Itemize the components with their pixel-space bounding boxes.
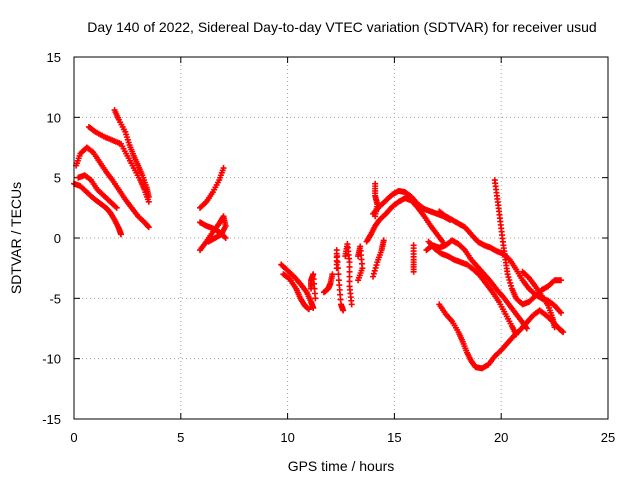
y-tick-label: -5	[49, 291, 61, 306]
grid	[74, 57, 608, 419]
series-arc12	[320, 271, 336, 296]
data-point-marker	[551, 324, 558, 331]
series-arc8	[197, 219, 229, 241]
y-tick-label: 10	[47, 110, 61, 125]
data-point-marker	[558, 309, 565, 316]
data-point-marker	[348, 301, 355, 308]
series-arc20	[410, 242, 417, 275]
data-point-marker	[144, 223, 151, 230]
data-point-marker	[312, 295, 319, 302]
data-markers	[71, 107, 567, 372]
data-point-marker	[370, 270, 377, 277]
x-tick-label: 5	[177, 430, 184, 445]
data-point-marker	[222, 235, 229, 241]
data-point-marker	[145, 193, 152, 200]
data-point-marker	[145, 224, 152, 231]
y-tick-label: -15	[42, 412, 61, 427]
x-tick-label: 15	[387, 430, 401, 445]
data-point-marker	[560, 329, 567, 336]
series-arc5	[111, 107, 152, 200]
y-tick-label: 15	[47, 50, 61, 65]
data-point-marker	[329, 271, 336, 278]
data-point-marker	[355, 277, 362, 284]
data-point-marker	[205, 238, 212, 245]
y-axis-label: SDTVAR / TECUs	[8, 182, 24, 294]
series-arc19	[372, 180, 381, 220]
data-point-marker	[370, 273, 377, 280]
series-arc9	[278, 261, 317, 311]
series-arc16	[370, 237, 387, 280]
data-point-marker	[372, 213, 379, 220]
data-point-marker	[371, 267, 378, 274]
series-arc2	[73, 144, 152, 231]
data-point-marker	[507, 279, 514, 286]
series-arc23	[436, 208, 565, 316]
data-point-marker	[373, 262, 380, 269]
data-point-marker	[117, 231, 124, 238]
series-arc13	[333, 247, 347, 314]
data-point-marker	[505, 274, 512, 281]
series-arc11	[308, 271, 319, 302]
series-arc4	[75, 172, 120, 211]
series-arc24	[436, 301, 567, 372]
x-tick-label: 20	[494, 430, 508, 445]
data-point-marker	[333, 247, 340, 254]
data-point-marker	[340, 307, 347, 314]
series-arc10	[280, 271, 312, 313]
chart-title: Day 140 of 2022, Sidereal Day-to-day VTE…	[87, 19, 596, 35]
data-point-marker	[523, 325, 530, 332]
x-tick-label: 0	[70, 430, 77, 445]
y-tick-label: -10	[42, 352, 61, 367]
data-point-marker	[410, 268, 417, 275]
data-point-marker	[335, 265, 342, 272]
plot-frame	[73, 56, 609, 420]
axis-ticks: 0 5 10 15 20 25 15 10 5 0 -5 -10 -15	[42, 50, 615, 445]
x-tick-label: 10	[280, 430, 294, 445]
series-arc7	[197, 213, 229, 254]
x-tick-label: 25	[601, 430, 615, 445]
data-point-marker	[334, 253, 341, 260]
data-point-marker	[334, 259, 341, 266]
data-point-marker	[335, 271, 342, 278]
y-tick-label: 0	[54, 231, 61, 246]
series-arc26	[519, 268, 558, 331]
data-point-marker	[113, 204, 120, 211]
data-point-marker	[558, 277, 565, 284]
series-arc14	[342, 241, 355, 308]
data-point-marker	[220, 165, 227, 172]
data-point-marker	[506, 276, 513, 283]
x-axis-label: GPS time / hours	[288, 458, 395, 474]
data-point-marker	[372, 264, 379, 271]
series-arc1	[71, 180, 124, 238]
data-point-marker	[305, 306, 312, 313]
series-arc6	[197, 165, 227, 211]
data-point-marker	[310, 304, 317, 311]
data-point-marker	[504, 271, 511, 278]
series-arc3	[85, 123, 152, 205]
data-point-marker	[508, 282, 515, 289]
y-tick-label: 5	[54, 171, 61, 186]
series-arc15	[355, 243, 366, 284]
data-point-marker	[380, 237, 387, 244]
